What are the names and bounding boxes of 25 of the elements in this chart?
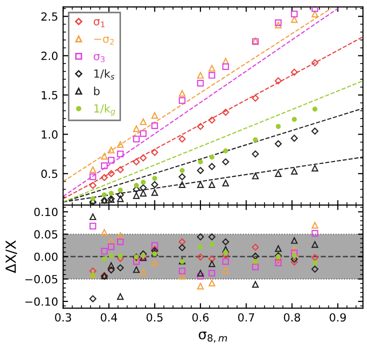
- y-tick-label: 0.10: [34, 208, 58, 216]
- legend-label: b: [94, 86, 100, 96]
- x-tick-label: 0.4: [100, 313, 118, 322]
- x-tick-label: 0.6: [192, 313, 209, 322]
- legend-label: −σ$_{2}$: [94, 36, 114, 45]
- y-tick-label: 1.5: [42, 91, 58, 100]
- y-tick-label: 1.0: [42, 130, 58, 139]
- legend-label: 1/k$_{s}$: [94, 69, 114, 80]
- y-tick-label: 0.5: [41, 170, 58, 178]
- x-tick-label: 0.7: [238, 313, 254, 322]
- y-tick-label: 2.5: [41, 12, 58, 21]
- legend-label: σ$_{3}$: [94, 54, 105, 62]
- x-tick-label: 0.3: [55, 313, 72, 322]
- x-tick-label: 0.8: [284, 313, 300, 322]
- y-tick-label: −0.05: [25, 274, 58, 284]
- x-axis-title: σ$_{8,m}$: [198, 332, 227, 343]
- y-tick-label: 2.0: [41, 52, 58, 60]
- y-axis-title: ΔX/X: [6, 240, 18, 274]
- x-tick-label: 0.9: [330, 313, 346, 322]
- y-tick-label: 0.05: [34, 230, 58, 239]
- legend-label: 1/k$_{g}$: [94, 104, 116, 116]
- legend-label: σ$_{1}$: [94, 19, 105, 28]
- y-tick-label: 0.00: [34, 252, 58, 261]
- y-tick-label: −0.10: [25, 297, 58, 306]
- x-tick-label: 0.5: [146, 313, 163, 322]
